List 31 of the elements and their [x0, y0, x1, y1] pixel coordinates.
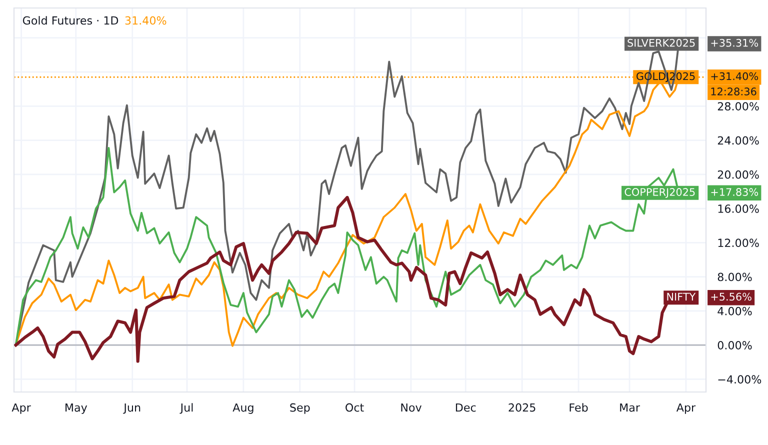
y-tick-label: 20.00%: [718, 170, 759, 179]
text: +35.31%: [711, 38, 758, 47]
text: +5.56%: [711, 292, 752, 301]
x-tick-label: Mar: [620, 403, 640, 412]
x-tick-label: Apr: [12, 403, 31, 414]
x-tick-label: Nov: [401, 403, 422, 412]
x-tick-label: Jun: [123, 403, 140, 414]
text: Gold Futures · 1D: [22, 16, 118, 25]
y-tick-label: −4.00%: [718, 375, 762, 384]
x-tick-label: May: [66, 403, 88, 414]
text: 31.40%: [125, 16, 166, 25]
x-tick-label: Aug: [232, 403, 254, 414]
series-label: SILVERK2025: [628, 38, 695, 47]
text: +31.40%: [711, 72, 758, 80]
y-tick-label: 16.00%: [718, 204, 759, 213]
y-tick-label: 0.00%: [718, 341, 752, 350]
text: 12:28:36: [711, 88, 756, 96]
y-tick-label: 8.00%: [718, 272, 752, 282]
y-tick-label: 24.00%: [718, 136, 759, 145]
y-tick-label: 4.00%: [718, 306, 752, 316]
y-tick-label: 28.00%: [718, 102, 759, 111]
x-tick-label: 2025: [508, 403, 536, 412]
x-tick-label: Oct: [346, 403, 364, 412]
series-label: COPPERJ2025: [624, 188, 695, 198]
x-tick-label: Jul: [180, 403, 193, 414]
x-tick-label: Sep: [290, 403, 310, 414]
x-tick-label: Feb: [570, 403, 588, 412]
x-tick-label: Apr: [676, 403, 696, 414]
x-tick-label: Dec: [456, 403, 476, 412]
y-tick-label: 12.00%: [718, 238, 759, 248]
text: +17.83%: [711, 188, 758, 196]
